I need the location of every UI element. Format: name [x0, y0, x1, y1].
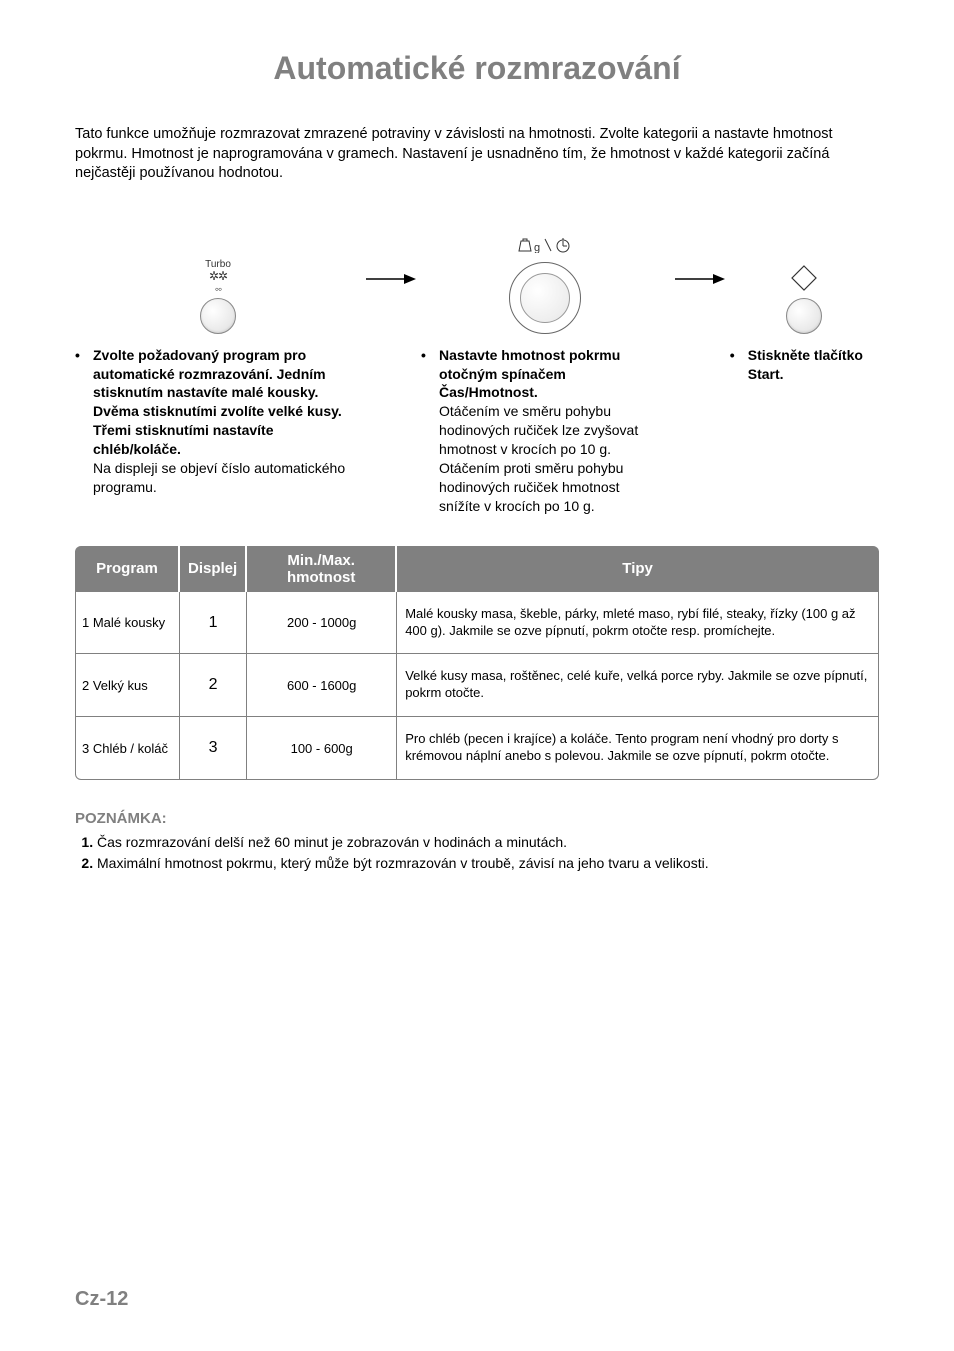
dial-inner-icon: [520, 273, 570, 323]
th-program: Program: [75, 546, 180, 592]
bullet-icon: •: [421, 346, 439, 365]
weight-time-icon: g: [515, 237, 575, 253]
arrow-right-icon: [675, 273, 725, 285]
cell-program: 3 Chléb / koláč: [75, 717, 180, 780]
step2-text: • Nastavte hmotnost pokrmu otočným spína…: [421, 334, 670, 516]
start-button-icon: [786, 298, 822, 334]
start-diamond-icon: [790, 264, 818, 292]
step1-rest: Na displeji se objeví číslo automatickéh…: [75, 459, 351, 497]
step3-bold: Stiskněte tlačítko Start.: [748, 346, 869, 384]
note-item: Čas rozmrazování delší než 60 minut je z…: [97, 833, 879, 852]
dial-label: g: [515, 237, 575, 256]
arrow-1: [361, 224, 421, 334]
table-header-row: Program Displej Min./Max. hmotnost Tipy: [75, 546, 879, 592]
step2-bold: Nastavte hmotnost pokrmu otočným spínače…: [439, 346, 660, 403]
svg-text:g: g: [534, 242, 540, 253]
cell-display: 3: [180, 717, 247, 780]
page-number: Cz-12: [75, 1288, 128, 1311]
table-row: 2 Velký kus 2 600 - 1600g Velké kusy mas…: [75, 654, 879, 717]
cell-tips: Pro chléb (pecen i krajíce) a koláče. Te…: [397, 717, 879, 780]
cell-weight: 600 - 1600g: [247, 654, 397, 717]
th-display: Displej: [180, 546, 247, 592]
intro-paragraph: Tato funkce umožňuje rozmrazovat zmrazen…: [75, 125, 879, 184]
step-3: • Stiskněte tlačítko Start.: [730, 224, 879, 384]
bullet-icon: •: [75, 346, 93, 365]
turbo-label: Turbo ✲✲◦◦: [205, 260, 231, 296]
page-title: Automatické rozmrazování: [75, 50, 879, 87]
step3-icon-group: [730, 224, 879, 334]
arrow-right-icon: [366, 273, 416, 285]
step1-text: • Zvolte požadovaný program pro automati…: [75, 334, 361, 497]
cell-display: 2: [180, 654, 247, 717]
dial-knob-icon: [509, 262, 581, 334]
step1-icon-group: Turbo ✲✲◦◦: [75, 224, 361, 334]
defrost-table: Program Displej Min./Max. hmotnost Tipy …: [75, 546, 879, 780]
cell-display: 1: [180, 592, 247, 655]
table-row: 3 Chléb / koláč 3 100 - 600g Pro chléb (…: [75, 717, 879, 780]
step-2: g • Nastavte hmotnost pokrmu otočným spí…: [421, 224, 670, 516]
cell-weight: 100 - 600g: [247, 717, 397, 780]
cell-program: 2 Velký kus: [75, 654, 180, 717]
notes-list: Čas rozmrazování delší než 60 minut je z…: [75, 833, 879, 873]
snowflake-icon: ✲✲◦◦: [209, 269, 227, 296]
step-1: Turbo ✲✲◦◦ • Zvolte požadovaný program p…: [75, 224, 361, 497]
step1-bold: Zvolte požadovaný program pro automatick…: [93, 346, 351, 459]
th-tips: Tipy: [397, 546, 879, 592]
steps-row: Turbo ✲✲◦◦ • Zvolte požadovaný program p…: [75, 224, 879, 516]
step2-icon-group: g: [421, 224, 670, 334]
step2-rest: Otáčením ve směru pohybu hodinových ruči…: [421, 402, 660, 515]
cell-weight: 200 - 1000g: [247, 592, 397, 655]
table-row: 1 Malé kousky 1 200 - 1000g Malé kousky …: [75, 592, 879, 655]
cell-tips: Malé kousky masa, škeble, párky, mleté m…: [397, 592, 879, 655]
note-heading: POZNÁMKA:: [75, 810, 879, 827]
cell-tips: Velké kusy masa, roštěnec, celé kuře, ve…: [397, 654, 879, 717]
bullet-icon: •: [730, 346, 748, 365]
turbo-button-icon: [200, 298, 236, 334]
arrow-2: [670, 224, 730, 334]
cell-program: 1 Malé kousky: [75, 592, 180, 655]
th-weight: Min./Max. hmotnost: [247, 546, 397, 592]
note-item: Maximální hmotnost pokrmu, který může bý…: [97, 854, 879, 873]
step3-text: • Stiskněte tlačítko Start.: [730, 334, 879, 384]
